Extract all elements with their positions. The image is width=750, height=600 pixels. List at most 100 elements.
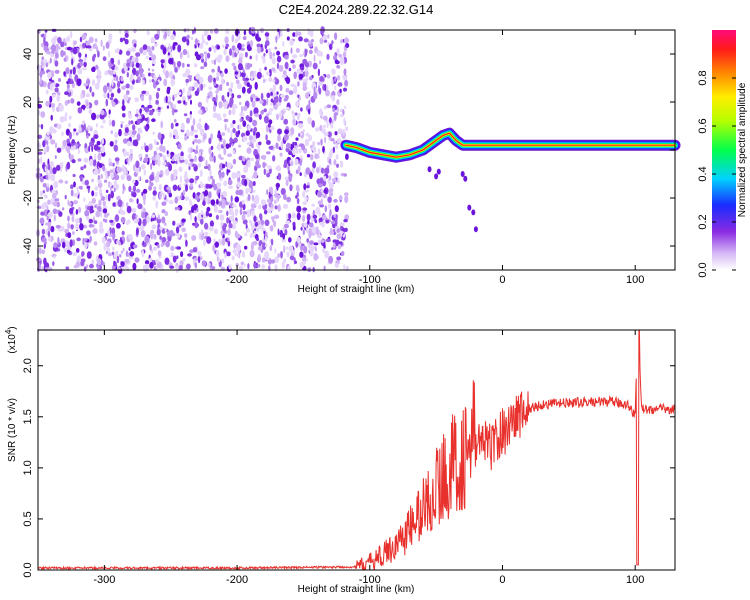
- noise-speckle: [238, 144, 242, 148]
- noise-speckle: [165, 95, 168, 104]
- noise-speckle: [252, 135, 257, 143]
- noise-speckle: [335, 142, 338, 150]
- noise-speckle: [260, 46, 264, 53]
- noise-speckle: [208, 213, 213, 218]
- noise-speckle: [227, 169, 231, 173]
- noise-speckle: [130, 120, 134, 125]
- noise-speckle: [323, 175, 327, 182]
- noise-speckle: [63, 57, 67, 62]
- noise-speckle: [45, 100, 50, 107]
- noise-speckle: [296, 205, 302, 213]
- noise-speckle: [171, 107, 175, 116]
- noise-speckle: [282, 70, 287, 76]
- noise-speckle: [73, 128, 77, 132]
- noise-speckle: [114, 48, 120, 54]
- noise-speckle: [168, 71, 173, 79]
- noise-speckle: [232, 212, 235, 221]
- noise-speckle: [157, 87, 161, 92]
- noise-speckle: [233, 138, 238, 142]
- noise-speckle: [135, 52, 141, 57]
- noise-speckle: [201, 260, 207, 267]
- noise-speckle: [231, 172, 237, 179]
- noise-speckle: [65, 145, 70, 152]
- noise-speckle: [126, 140, 132, 147]
- noise-speckle: [190, 36, 194, 41]
- noise-speckle: [78, 52, 82, 58]
- noise-speckle: [223, 180, 228, 187]
- noise-speckle: [324, 205, 328, 213]
- noise-speckle: [138, 154, 142, 158]
- x-tick-label: 100: [626, 274, 644, 286]
- noise-speckle: [84, 241, 88, 249]
- noise-speckle: [79, 44, 83, 48]
- noise-speckle: [240, 235, 243, 240]
- noise-speckle: [207, 74, 213, 83]
- noise-speckle: [270, 238, 274, 246]
- noise-speckle: [97, 78, 101, 85]
- noise-speckle: [124, 32, 129, 38]
- y-tick-label: 20: [22, 96, 34, 108]
- noise-speckle: [140, 163, 146, 170]
- noise-speckle: [203, 51, 208, 55]
- noise-speckle: [91, 91, 95, 97]
- noise-speckle: [207, 262, 211, 267]
- noise-speckle: [47, 211, 54, 218]
- noise-speckle: [222, 163, 226, 169]
- noise-speckle: [320, 239, 325, 243]
- noise-speckle: [125, 250, 129, 257]
- noise-speckle: [222, 113, 227, 118]
- noise-speckle: [170, 102, 174, 110]
- noise-speckle: [334, 263, 340, 268]
- noise-speckle: [173, 154, 179, 161]
- noise-speckle: [246, 87, 252, 94]
- noise-speckle: [221, 80, 224, 86]
- noise-speckle: [114, 66, 119, 71]
- noise-speckle: [154, 160, 158, 165]
- noise-speckle: [343, 117, 346, 125]
- noise-speckle: [148, 185, 153, 191]
- noise-speckle: [113, 144, 118, 152]
- noise-speckle: [279, 229, 284, 238]
- noise-speckle: [338, 53, 343, 58]
- noise-speckle: [334, 205, 339, 213]
- noise-speckle: [174, 119, 177, 123]
- noise-speckle: [70, 184, 74, 189]
- noise-speckle: [272, 52, 276, 57]
- noise-speckle: [304, 138, 309, 147]
- noise-speckle: [141, 90, 147, 95]
- noise-speckle: [261, 227, 266, 232]
- noise-speckle: [333, 54, 338, 61]
- noise-speckle: [50, 53, 54, 58]
- noise-speckle: [232, 127, 236, 134]
- noise-speckle: [235, 79, 240, 85]
- noise-speckle: [309, 153, 314, 161]
- noise-speckle: [173, 169, 178, 177]
- noise-speckle: [46, 50, 51, 55]
- noise-speckle: [131, 131, 137, 135]
- noise-speckle: [234, 38, 238, 44]
- noise-speckle: [311, 167, 315, 174]
- noise-speckle: [165, 240, 171, 248]
- noise-speckle: [120, 250, 124, 254]
- noise-speckle: [86, 264, 89, 269]
- noise-speckle: [313, 86, 316, 94]
- noise-speckle: [176, 255, 179, 260]
- noise-speckle: [266, 172, 271, 178]
- x-tick-label: 0: [499, 274, 505, 286]
- colorbar-tick-label: 0.8: [697, 70, 709, 85]
- noise-speckle: [221, 132, 226, 136]
- noise-speckle: [144, 117, 149, 121]
- noise-speckle: [312, 214, 318, 219]
- noise-speckle: [108, 61, 112, 69]
- noise-speckle: [228, 223, 233, 229]
- noise-speckle: [247, 125, 252, 131]
- noise-speckle: [170, 122, 174, 130]
- noise-speckle: [83, 61, 87, 68]
- noise-speckle: [260, 92, 264, 101]
- noise-speckle: [85, 41, 89, 46]
- noise-speckle: [110, 173, 114, 179]
- noise-speckle: [122, 138, 128, 144]
- noise-speckle: [86, 251, 92, 259]
- noise-speckle: [269, 245, 273, 252]
